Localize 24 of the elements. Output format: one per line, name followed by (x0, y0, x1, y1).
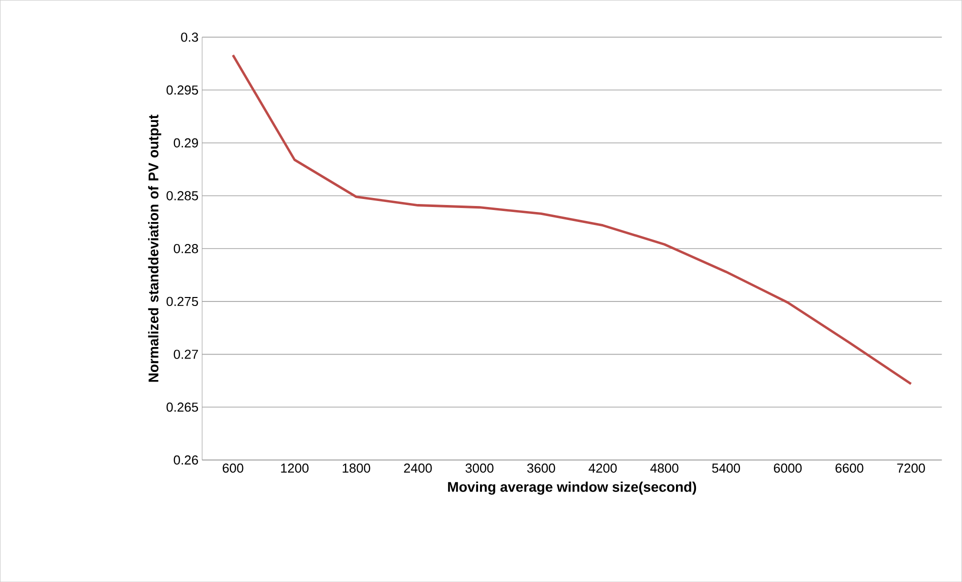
x-tick-label: 7200 (897, 463, 925, 473)
line-series (232, 54, 912, 386)
x-axis-title: Moving average window size(second) (448, 482, 696, 495)
x-tick-label: 2400 (404, 463, 432, 473)
x-tick-label: 4800 (650, 463, 678, 473)
y-tick-label: 0.265 (166, 402, 198, 412)
y-tick-label: 0.26 (174, 455, 198, 465)
x-tick-label: 4200 (588, 463, 617, 473)
y-tick-label: 0.275 (166, 296, 198, 306)
y-tick-label: 0.29 (174, 138, 198, 148)
y-tick-label: 0.295 (166, 85, 198, 95)
y-tick-label: 0.27 (174, 350, 198, 359)
x-tick-label: 1800 (342, 463, 370, 473)
x-tick-label: 5400 (712, 463, 740, 473)
x-tick-label: 3000 (466, 463, 494, 473)
y-tick-label: 0.28 (174, 244, 198, 254)
x-tick-label: 1200 (281, 463, 309, 473)
x-tick-label: 600 (222, 463, 244, 473)
x-tick-label: 3600 (527, 463, 556, 473)
y-tick-label: 0.285 (166, 191, 198, 200)
x-tick-label: 6600 (836, 463, 864, 473)
y-tick-label: 0.3 (181, 32, 198, 42)
x-tick-label: 6000 (774, 463, 802, 473)
y-axis-title: Normalized standdeviation of PV output (148, 114, 162, 382)
